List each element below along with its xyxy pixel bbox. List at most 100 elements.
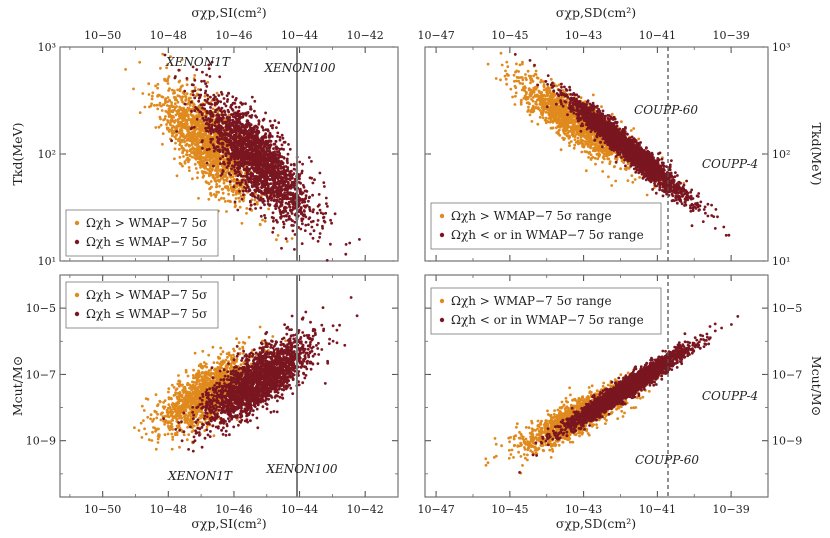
point-top-left-s1 <box>278 170 282 174</box>
point-top-left-s0 <box>231 193 235 197</box>
point-top-left-s1 <box>231 137 235 141</box>
point-top-left-s0 <box>194 157 198 161</box>
point-top-right-s0 <box>584 140 588 144</box>
point-top-right-s0 <box>503 74 507 78</box>
point-top-right-s0 <box>626 166 629 170</box>
point-top-left-s1 <box>266 168 270 171</box>
point-top-left-s1 <box>208 75 212 78</box>
point-top-left-s1 <box>236 155 240 159</box>
point-top-left-s1 <box>170 139 174 143</box>
point-top-right-s0 <box>591 93 595 97</box>
point-top-left-s1 <box>248 124 252 127</box>
point-top-left-s1 <box>277 206 281 210</box>
point-top-left-s1 <box>263 216 267 220</box>
point-top-left-s1 <box>190 109 193 113</box>
point-top-left-s1 <box>276 131 280 135</box>
point-top-left-s1 <box>279 177 283 181</box>
point-top-left-s1 <box>280 143 284 147</box>
point-top-left-s0 <box>173 147 177 151</box>
point-top-left-s0 <box>215 182 219 186</box>
point-top-right-s0 <box>515 62 518 66</box>
point-top-left-s0 <box>215 185 218 189</box>
point-top-left-s1 <box>222 121 226 125</box>
point-top-left-s1 <box>258 166 262 170</box>
point-top-left-s1 <box>322 181 326 185</box>
point-top-left-s0 <box>207 172 211 176</box>
point-top-left-s1 <box>274 140 278 143</box>
point-top-left-s1 <box>203 107 207 111</box>
point-top-left-s0 <box>219 177 223 180</box>
point-top-left-s1 <box>189 127 193 130</box>
point-top-right-s0 <box>526 69 530 73</box>
point-top-left-s1 <box>249 193 253 197</box>
point-top-left-s1 <box>249 200 252 204</box>
point-top-right-s0 <box>607 157 611 161</box>
point-top-left-s1 <box>207 130 210 133</box>
point-top-left-s1 <box>229 140 233 143</box>
point-top-left-s1 <box>271 177 275 180</box>
point-top-left-s0 <box>161 142 164 146</box>
point-top-left-s1 <box>193 78 197 82</box>
point-top-left-s1 <box>265 194 269 198</box>
point-top-left-s0 <box>211 161 215 165</box>
point-top-left-s1 <box>249 157 253 161</box>
point-top-left-s1 <box>249 153 253 156</box>
point-top-left-s1 <box>289 186 292 189</box>
point-top-left-s0 <box>223 200 227 203</box>
point-top-left-s1 <box>259 189 263 193</box>
point-top-right-s0 <box>536 122 540 126</box>
point-top-right-s0 <box>619 167 622 171</box>
point-top-left-s1 <box>268 178 272 182</box>
point-top-right-s0 <box>587 156 590 159</box>
point-top-left-s1 <box>260 184 264 188</box>
point-top-right-s0 <box>598 153 602 157</box>
point-top-left-s1 <box>256 155 259 159</box>
point-top-right-s0 <box>529 110 533 114</box>
point-top-left-s0 <box>285 240 289 243</box>
point-top-left-s0 <box>166 120 170 124</box>
point-top-left-s1 <box>219 162 222 166</box>
point-top-right-s0 <box>593 156 597 160</box>
point-top-left-s0 <box>253 198 257 202</box>
point-top-left-s1 <box>238 133 242 136</box>
point-top-left-s1 <box>216 137 220 141</box>
point-top-left-s1 <box>231 95 235 99</box>
point-top-left-s1 <box>220 90 223 94</box>
point-top-left-s0 <box>178 89 182 93</box>
point-top-left-s1 <box>253 188 257 192</box>
point-top-left-s0 <box>172 96 176 99</box>
point-top-left-s1 <box>201 70 204 74</box>
point-top-left-s1 <box>229 113 233 116</box>
point-top-right-s0 <box>598 145 601 149</box>
point-top-left-s1 <box>208 110 212 113</box>
point-top-right-s0 <box>580 150 584 154</box>
point-top-left-s1 <box>206 93 209 97</box>
point-top-left-s1 <box>275 189 278 193</box>
point-top-left-s1 <box>275 196 279 199</box>
point-top-left-s0 <box>223 186 227 189</box>
point-top-left-s0 <box>179 141 182 144</box>
point-top-left-s1 <box>260 149 264 152</box>
point-top-right-s0 <box>559 148 563 152</box>
point-top-right-s0 <box>514 94 517 98</box>
point-top-left-s0 <box>151 91 155 95</box>
point-top-left-s1 <box>329 218 332 222</box>
point-top-left-s1 <box>239 147 243 151</box>
point-top-left-s1 <box>197 96 201 100</box>
point-top-left-s0 <box>172 105 176 108</box>
point-top-left-s1 <box>175 130 179 133</box>
point-top-left-s1 <box>272 216 275 220</box>
point-top-left-s1 <box>243 179 247 182</box>
point-top-left-s0 <box>197 123 201 127</box>
point-top-left-s1 <box>247 169 251 172</box>
point-top-left-s1 <box>255 115 258 119</box>
point-top-left-s1 <box>284 193 288 197</box>
point-top-left-s1 <box>272 164 275 168</box>
point-top-left-s0 <box>163 117 167 121</box>
point-top-left-s1 <box>271 230 275 234</box>
point-top-left-s1 <box>288 170 292 174</box>
point-top-left-s0 <box>221 191 225 195</box>
point-top-left-s0 <box>181 84 184 88</box>
point-top-left-s0 <box>216 165 220 169</box>
point-top-left-s1 <box>278 136 282 139</box>
